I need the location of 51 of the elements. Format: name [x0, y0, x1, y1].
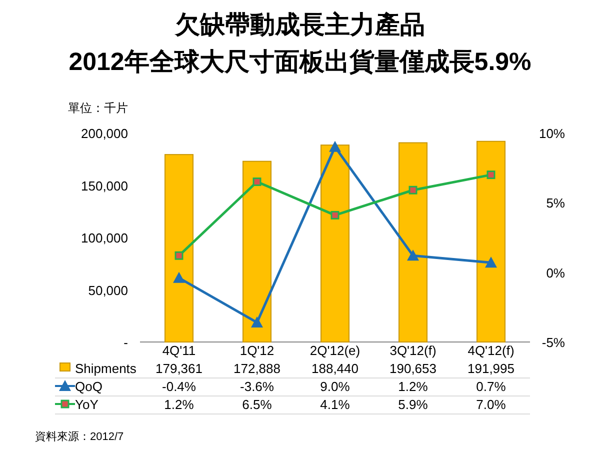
y2-tick-label: 5%: [546, 196, 566, 211]
y2-tick-label: 10%: [538, 126, 566, 141]
y-tick-label: -: [124, 335, 128, 350]
data-label: 6.5%: [242, 397, 272, 412]
data-label: 179,361: [156, 361, 202, 376]
point: [174, 251, 184, 260]
data-label: -0.4%: [162, 379, 196, 394]
x-tick-label: 1Q'12: [240, 343, 274, 358]
bar: [242, 160, 272, 342]
chart-subtitle: 2012年全球大尺寸面板出貨量僅成長5.9%: [68, 48, 532, 76]
y2-tick-label: -5%: [542, 335, 566, 350]
data-label: 9.0%: [320, 379, 350, 394]
legend-label: YoY: [75, 397, 99, 412]
legend-label: QoQ: [75, 379, 102, 394]
data-label: 191,995: [468, 361, 514, 376]
data-label: 1.2%: [398, 379, 428, 394]
data-label: 4.1%: [320, 397, 350, 412]
data-label: 7.0%: [476, 397, 506, 412]
point: [329, 140, 341, 152]
bar: [476, 140, 506, 342]
y-axis-title: 單位：千片: [68, 101, 128, 115]
point: [486, 170, 496, 180]
bar: [320, 144, 350, 342]
data-label: 5.9%: [398, 397, 428, 412]
x-tick-label: 2Q'12(e): [310, 343, 360, 358]
point: [173, 272, 185, 283]
data-label: 188,440: [312, 361, 358, 376]
point: [408, 186, 418, 194]
y-tick-label: 100,000: [81, 230, 128, 246]
point: [330, 210, 340, 220]
legend-label: Shipments: [75, 361, 137, 376]
y-tick-label: 150,000: [81, 178, 128, 194]
point: [252, 178, 262, 186]
point: [251, 316, 263, 328]
point: [485, 256, 497, 268]
bar: [164, 154, 194, 342]
chart-title: 欠缺帶動成長主力產品: [174, 11, 425, 39]
data-label: -3.6%: [240, 379, 274, 394]
x-tick-label: 3Q'12(f): [390, 343, 436, 358]
y-tick-label: 200,000: [81, 126, 128, 141]
point: [407, 250, 419, 261]
x-tick-label: 4Q'12(f): [468, 343, 514, 358]
x-tick-label: 4Q'11: [162, 343, 196, 358]
bar: [398, 142, 428, 342]
data-label: 1.2%: [164, 397, 194, 412]
y-tick-label: 50,000: [88, 282, 128, 298]
data-label: 0.7%: [476, 379, 506, 394]
source-note: 資料來源：2012/7: [35, 430, 124, 443]
y2-tick-label: 0%: [546, 265, 566, 280]
data-label: 172,888: [234, 361, 280, 376]
data-label: 190,653: [390, 361, 436, 376]
